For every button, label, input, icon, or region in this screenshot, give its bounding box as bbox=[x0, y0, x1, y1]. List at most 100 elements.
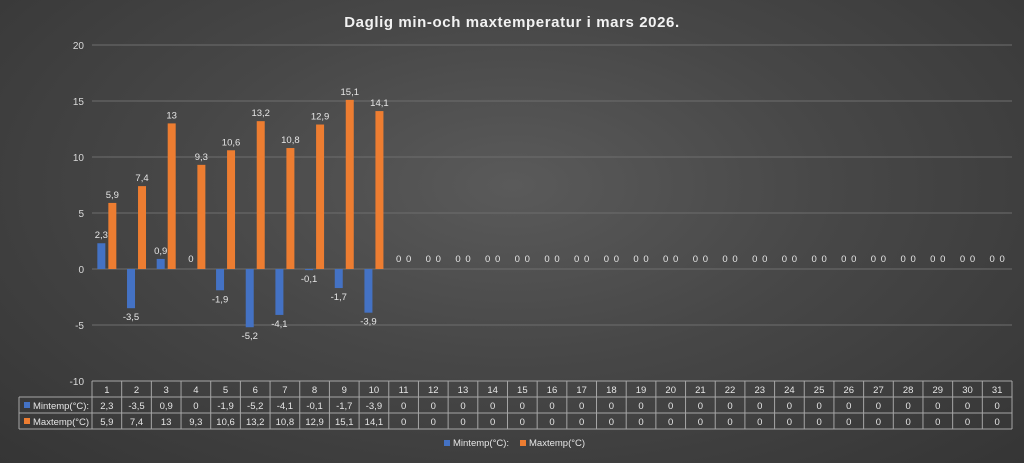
y-tick-label: 5 bbox=[78, 209, 84, 220]
data-label: 0 bbox=[633, 254, 638, 265]
table-cell: 0 bbox=[431, 401, 436, 412]
table-category-label: 21 bbox=[695, 385, 706, 396]
data-label: 0 bbox=[990, 254, 995, 265]
data-table: 1 2 3 4 5 6 7 8 9 10 11 12 13 14 15 16 17 18 19 20 21 22 23 24 2… bbox=[18, 380, 1013, 430]
table-category-label: 10 bbox=[369, 385, 380, 396]
data-label: 14,1 bbox=[370, 98, 389, 109]
bar-max bbox=[167, 123, 176, 270]
data-label: 9,3 bbox=[195, 152, 208, 163]
data-label: -1,9 bbox=[212, 294, 228, 305]
table-cell: 0 bbox=[668, 401, 673, 412]
table-category-label: 12 bbox=[428, 385, 439, 396]
data-label: 15,1 bbox=[341, 87, 360, 98]
data-label: 0 bbox=[732, 254, 737, 265]
data-label: 0 bbox=[881, 254, 886, 265]
bar-max bbox=[197, 164, 206, 269]
table-cell: -3,9 bbox=[366, 401, 382, 412]
data-label: 0 bbox=[940, 254, 945, 265]
data-label: 0 bbox=[554, 254, 559, 265]
bar-min bbox=[245, 269, 254, 328]
data-label: 0 bbox=[525, 254, 530, 265]
bar-min bbox=[216, 269, 225, 291]
y-tick-label: -10 bbox=[70, 377, 85, 388]
table-cell: -1,7 bbox=[336, 401, 352, 412]
data-label: 0 bbox=[1000, 254, 1005, 265]
table-category-label: 23 bbox=[754, 385, 765, 396]
table-cell: 15,1 bbox=[335, 417, 354, 428]
data-label: 10,8 bbox=[281, 135, 300, 146]
table-cell: 0 bbox=[490, 417, 495, 428]
data-label: 0 bbox=[614, 254, 619, 265]
bar-min bbox=[364, 269, 373, 313]
bar-max bbox=[286, 148, 295, 269]
data-label: 0 bbox=[643, 254, 648, 265]
table-cell: 0 bbox=[193, 401, 198, 412]
data-label: 0 bbox=[673, 254, 678, 265]
data-label: 0 bbox=[574, 254, 579, 265]
table-category-label: 30 bbox=[962, 385, 973, 396]
data-label: 0 bbox=[722, 254, 727, 265]
table-cell: 0 bbox=[460, 417, 465, 428]
table-cell: 0 bbox=[520, 417, 525, 428]
table-cell: 14,1 bbox=[365, 417, 384, 428]
table-category-label: 31 bbox=[992, 385, 1003, 396]
data-label: 7,4 bbox=[135, 173, 148, 184]
table-cell: 0 bbox=[579, 417, 584, 428]
table-cell: 0 bbox=[757, 401, 762, 412]
data-label: 0 bbox=[693, 254, 698, 265]
table-category-label: 8 bbox=[312, 385, 317, 396]
data-label: 0 bbox=[663, 254, 668, 265]
data-label: 0 bbox=[495, 254, 500, 265]
table-cell: 0,9 bbox=[160, 401, 173, 412]
table-category-label: 29 bbox=[933, 385, 944, 396]
table-category-label: 26 bbox=[843, 385, 854, 396]
y-axis: -10 -5 0 5 10 15 20 bbox=[70, 41, 85, 388]
table-category-label: 20 bbox=[665, 385, 676, 396]
data-label: 0 bbox=[762, 254, 767, 265]
table-legend-swatch bbox=[24, 418, 30, 424]
bars bbox=[97, 99, 384, 328]
table-cell: 0 bbox=[668, 417, 673, 428]
chart-title: Daglig min-och maxtemperatur i mars 2026… bbox=[344, 14, 680, 31]
table-cell: -5,2 bbox=[247, 401, 263, 412]
table-cell: 0 bbox=[727, 401, 732, 412]
table-cell: -1,9 bbox=[217, 401, 233, 412]
data-label: 0 bbox=[426, 254, 431, 265]
table-category-label: 24 bbox=[784, 385, 795, 396]
table-cell: 0 bbox=[698, 401, 703, 412]
table-cell: 0 bbox=[549, 401, 554, 412]
data-label: 2,3 bbox=[95, 230, 108, 241]
table-category-label: 5 bbox=[223, 385, 228, 396]
bar-max bbox=[138, 186, 147, 269]
table-cell: 0 bbox=[757, 417, 762, 428]
data-label: 0 bbox=[841, 254, 846, 265]
y-tick-label: 10 bbox=[73, 153, 85, 164]
data-label: 0 bbox=[465, 254, 470, 265]
data-label: 0 bbox=[782, 254, 787, 265]
data-label: 0 bbox=[930, 254, 935, 265]
table-cell: 0 bbox=[638, 417, 643, 428]
bar-min bbox=[334, 269, 343, 289]
table-category-label: 9 bbox=[342, 385, 347, 396]
data-label: -4,1 bbox=[271, 319, 287, 330]
data-label: -5,2 bbox=[242, 331, 258, 342]
table-cell: 0 bbox=[460, 401, 465, 412]
table-category-label: 28 bbox=[903, 385, 914, 396]
bar-max bbox=[108, 202, 117, 269]
data-label: 0 bbox=[970, 254, 975, 265]
legend-entry: Mintemp(°C): bbox=[453, 438, 509, 449]
y-tick-label: 15 bbox=[73, 97, 85, 108]
table-cell: 12,9 bbox=[305, 417, 324, 428]
data-label: 0 bbox=[910, 254, 915, 265]
table-category-label: 18 bbox=[606, 385, 617, 396]
table-cell: 0 bbox=[935, 401, 940, 412]
bar-min bbox=[127, 269, 136, 309]
table-cell: 0 bbox=[787, 417, 792, 428]
data-label: 13,2 bbox=[251, 108, 270, 119]
data-label: 0 bbox=[851, 254, 856, 265]
y-tick-label: 0 bbox=[78, 265, 84, 276]
table-cell: -4,1 bbox=[277, 401, 293, 412]
legend-swatch bbox=[520, 440, 526, 446]
table-cell: 0 bbox=[401, 417, 406, 428]
table-category-label: 17 bbox=[576, 385, 587, 396]
